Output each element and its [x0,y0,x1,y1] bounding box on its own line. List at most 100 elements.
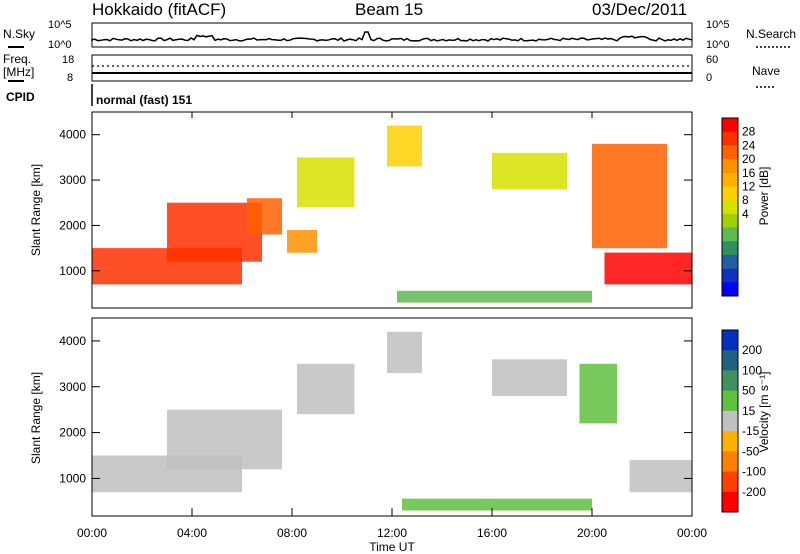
ytick-label: 3000 [59,380,86,394]
noise-search-label: N.Search [746,27,796,41]
noise-right-tick-top: 10^5 [706,19,730,31]
noise-right-tick-bottom: 10^0 [706,39,730,51]
nave-tick-bottom: 0 [706,72,712,84]
scatter-region-6 [397,290,592,303]
cpid-row: CPID normal (fast) 151 [6,84,192,107]
scatter-region-5 [492,359,567,396]
colorbar-tick-label: 50 [742,384,756,398]
xaxis-label: Time UT [369,540,415,554]
colorbar-tick-label: 15 [742,404,756,418]
colorbar-segment [722,390,738,412]
scatter-region-2 [247,198,282,235]
colorbar-tick-label: 100 [742,363,762,377]
scatter-region-6 [579,363,617,424]
xtick-label: 08:00 [277,526,307,540]
colorbar-tick-label: -15 [742,424,760,438]
scatter-region-1 [167,202,262,262]
station-title: Hokkaido (fitACF) [92,0,226,19]
colorbar-segment [722,431,738,452]
freq-panel: Freq. [MHz] 18 8 60 0 Nave [3,52,780,88]
colorbar-tick-label: 20 [742,152,756,166]
colorbar-segment [722,241,738,256]
scatter-region-1 [167,409,282,470]
cpid-mode: normal (fast) 151 [96,93,192,107]
scatter-region-2 [297,363,355,415]
colorbar-segment [722,145,738,160]
colorbar-tick-label: 16 [742,166,756,180]
date-title: 03/Dec/2011 [592,0,687,19]
velocity-yaxis: 1000 2000 3000 4000 [59,334,692,485]
freq-label-line1: Freq. [3,52,31,66]
noise-sky-label: N.Sky [3,27,35,41]
colorbar-segment [722,159,738,174]
xtick-label: 12:00 [377,526,407,540]
colorbar-segment [722,350,738,371]
ytick-label: 4000 [59,334,86,348]
colorbar-tick-label: 200 [742,343,762,357]
nave-tick-top: 60 [706,54,718,66]
scatter-region-4 [402,498,592,511]
xtick-label: 00:00 [77,526,107,540]
freq-label-line2: [MHz] [3,65,34,79]
colorbar-segment [722,330,738,351]
colorbar-segment [722,254,738,270]
colorbar-tick-label: 8 [742,193,749,207]
colorbar-segment [722,268,738,283]
ytick-label: 4000 [59,128,86,142]
colorbar-segment [722,186,738,201]
colorbar-tick-label: -200 [742,485,766,499]
velocity-heatmap [92,331,692,511]
xtick-label: 00:00 [677,526,707,540]
ytick-label: 2000 [59,426,86,440]
colorbar-tick-label: 24 [742,138,756,152]
colorbar-segment [722,200,738,215]
ytick-label: 3000 [59,173,86,187]
colorbar-segment [722,471,738,493]
colorbar-tick-label: 28 [742,125,756,139]
velocity-panel: 1000 2000 3000 4000 Slant Range [km] 200 100… [29,317,771,517]
colorbar-tick-label: 4 [742,207,749,221]
colorbar-tick-label: -100 [742,465,766,479]
beam-title: Beam 15 [355,0,423,19]
velocity-colorbar-label: Velocity [m s⁻¹] [757,371,771,452]
scatter-region-3 [287,230,317,253]
colorbar-segment [722,370,738,392]
cpid-label: CPID [6,90,35,104]
scatter-region-8 [604,252,692,285]
colorbar-segment [722,118,738,133]
scatter-region-5 [387,125,422,167]
colorbar-segment [722,227,738,242]
colorbar-segment [722,282,738,297]
time-axis: 00:00 04:00 08:00 12:00 16:00 20:00 00:00 [77,112,707,540]
power-yaxis: 1000 2000 3000 4000 [59,128,692,278]
ytick-label: 1000 [59,471,86,485]
colorbar-segment [722,213,738,228]
colorbar-tick-label: 12 [742,180,756,194]
noise-left-tick-top: 10^5 [48,19,72,31]
noise-sky-trace [91,31,693,42]
scatter-region-4 [297,157,355,208]
colorbar-segment [722,410,738,432]
nave-label: Nave [752,64,780,78]
colorbar-segment [722,172,738,187]
freq-tick-top: 18 [62,54,74,66]
xtick-label: 20:00 [577,526,607,540]
scatter-region-3 [387,331,422,374]
noise-panel: N.Sky 10^5 10^0 10^5 10^0 N.Search [3,19,796,51]
colorbar-tick-label: -50 [742,444,760,458]
power-heatmap [92,125,692,303]
xtick-label: 16:00 [477,526,507,540]
ytick-label: 1000 [59,264,86,278]
scatter-region-7 [492,152,567,190]
velocity-ylabel: Slant Range [km] [29,372,43,464]
velocity-colorbar: 200 100 50 15 -15 -50 -100 -200 [721,329,766,513]
scatter-region-9 [592,143,667,249]
colorbar-segment [722,451,738,472]
colorbar-segment [722,491,738,513]
ytick-label: 2000 [59,218,86,232]
noise-left-tick-bottom: 10^0 [48,39,72,51]
power-panel: 1000 2000 3000 4000 Slant Range [km] 282420… [29,111,771,309]
scatter-region-7 [629,460,692,493]
colorbar-segment [722,131,738,146]
